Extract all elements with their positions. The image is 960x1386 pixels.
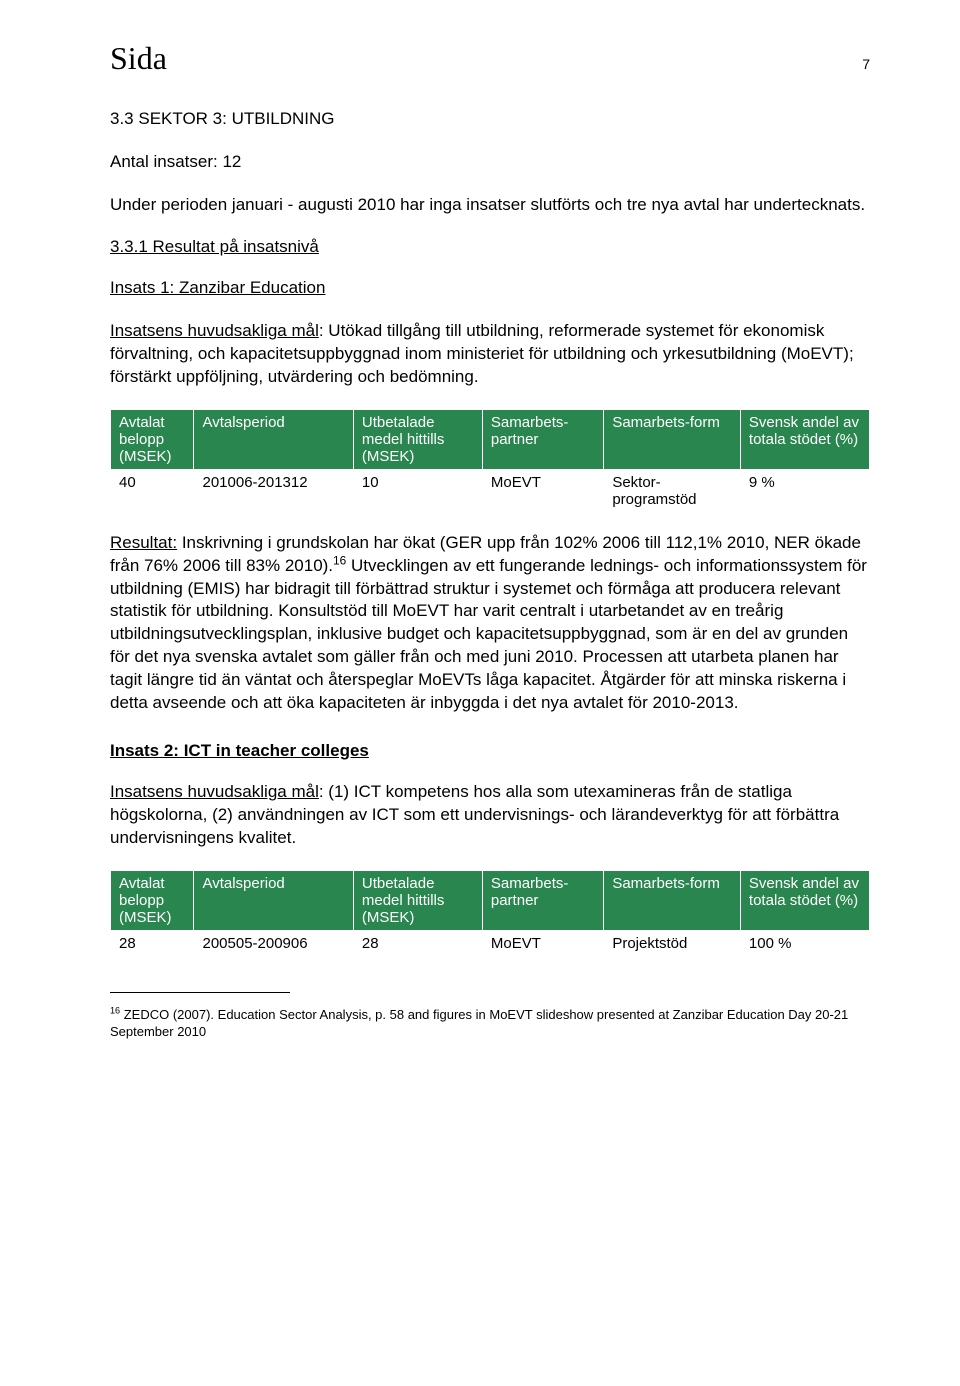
resultat-paragraph: Resultat: Inskrivning i grundskolan har … xyxy=(110,532,870,716)
td-andel: 9 % xyxy=(740,469,869,512)
th-andel: Svensk andel av totala stödet (%) xyxy=(740,409,869,469)
footnote-text: ZEDCO (2007). Education Sector Analysis,… xyxy=(110,1007,848,1040)
td-form: Sektor-programstöd xyxy=(604,469,741,512)
page-header: Sida 7 xyxy=(110,40,870,77)
th-avtalsperiod: Avtalsperiod xyxy=(194,870,353,930)
th-form: Samarbets-form xyxy=(604,870,741,930)
th-utbetalade: Utbetalade medel hittills (MSEK) xyxy=(353,409,482,469)
td-belopp: 40 xyxy=(111,469,194,512)
table-row: 28 200505-200906 28 MoEVT Projektstöd 10… xyxy=(111,930,870,956)
table-insats1: Avtalat belopp (MSEK) Avtalsperiod Utbet… xyxy=(110,409,870,512)
footnote-separator xyxy=(110,992,290,993)
page-number: 7 xyxy=(862,56,870,72)
insats2-goal-label: Insatsens huvudsakliga mål xyxy=(110,782,319,801)
insats2-goal: Insatsens huvudsakliga mål: (1) ICT komp… xyxy=(110,781,870,850)
antal-insatser: Antal insatser: 12 xyxy=(110,151,870,174)
resultat-text-b: Utvecklingen av ett fungerande lednings-… xyxy=(110,556,867,713)
table-header-row: Avtalat belopp (MSEK) Avtalsperiod Utbet… xyxy=(111,409,870,469)
td-belopp: 28 xyxy=(111,930,194,956)
table-header-row: Avtalat belopp (MSEK) Avtalsperiod Utbet… xyxy=(111,870,870,930)
th-andel: Svensk andel av totala stödet (%) xyxy=(740,870,869,930)
th-utbetalade: Utbetalade medel hittills (MSEK) xyxy=(353,870,482,930)
insats1-title: Insats 1: Zanzibar Education xyxy=(110,277,870,300)
th-partner: Samarbets-partner xyxy=(482,870,603,930)
th-form: Samarbets-form xyxy=(604,409,741,469)
page: Sida 7 3.3 SEKTOR 3: UTBILDNING Antal in… xyxy=(0,0,960,1386)
td-partner: MoEVT xyxy=(482,469,603,512)
td-period: 201006-201312 xyxy=(194,469,353,512)
footnote-number: 16 xyxy=(110,1006,120,1016)
th-avtalat-belopp: Avtalat belopp (MSEK) xyxy=(111,409,194,469)
insats1-goal: Insatsens huvudsakliga mål: Utökad tillg… xyxy=(110,320,870,389)
footnote-16: 16 ZEDCO (2007). Education Sector Analys… xyxy=(110,1006,870,1041)
insats1-title-text: Insats 1: Zanzibar Education xyxy=(110,278,325,297)
td-andel: 100 % xyxy=(740,930,869,956)
section-title: 3.3 SEKTOR 3: UTBILDNING xyxy=(110,109,870,129)
intro-paragraph: Under perioden januari - augusti 2010 ha… xyxy=(110,194,870,217)
insats1-goal-label: Insatsens huvudsakliga mål xyxy=(110,321,319,340)
sida-logo: Sida xyxy=(110,40,167,77)
td-utbetalade: 28 xyxy=(353,930,482,956)
td-form: Projektstöd xyxy=(604,930,741,956)
th-partner: Samarbets-partner xyxy=(482,409,603,469)
th-avtalsperiod: Avtalsperiod xyxy=(194,409,353,469)
th-avtalat-belopp: Avtalat belopp (MSEK) xyxy=(111,870,194,930)
footnote-ref-16: 16 xyxy=(333,553,346,567)
resultat-label: Resultat: xyxy=(110,533,177,552)
td-period: 200505-200906 xyxy=(194,930,353,956)
table-insats2: Avtalat belopp (MSEK) Avtalsperiod Utbet… xyxy=(110,870,870,956)
table-row: 40 201006-201312 10 MoEVT Sektor-program… xyxy=(111,469,870,512)
insats2-title: Insats 2: ICT in teacher colleges xyxy=(110,741,870,761)
subsection-heading: 3.3.1 Resultat på insatsnivå xyxy=(110,237,870,257)
td-partner: MoEVT xyxy=(482,930,603,956)
td-utbetalade: 10 xyxy=(353,469,482,512)
